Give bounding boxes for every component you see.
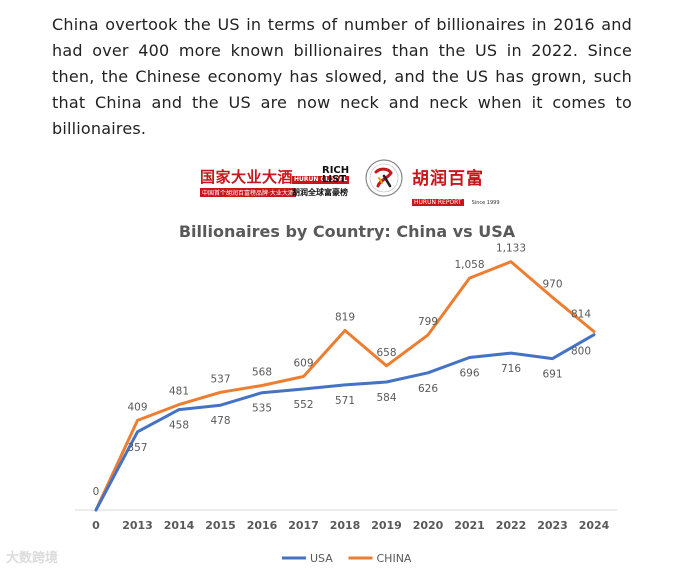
data-label-china-2021: 1,058 bbox=[454, 259, 484, 271]
hurun-report-logo: 胡润百富 HURUN REPORT Since 1999 bbox=[412, 164, 500, 208]
data-label-usa-2014: 458 bbox=[169, 420, 189, 432]
data-label-usa-2018: 571 bbox=[335, 395, 355, 407]
hurun-global-cn-text: 胡润全球富豪榜 bbox=[292, 188, 348, 197]
data-label-china-2014: 481 bbox=[169, 386, 189, 398]
hurun-global-badge: HURUN GLOBAL bbox=[292, 176, 350, 184]
rich-list-text: RICH LIST bbox=[322, 165, 350, 185]
data-label-china-2022: 1,133 bbox=[496, 243, 526, 255]
data-label-china-2020: 799 bbox=[418, 316, 438, 328]
legend-label-china: CHINA bbox=[377, 552, 412, 565]
hurun-report-cn-text: 胡润百富 bbox=[412, 169, 484, 189]
x-tick-2013: 2013 bbox=[122, 519, 153, 532]
data-labels: 357 458 478 535 552 571 584 626 696 716 691 800 0 409… bbox=[93, 243, 592, 498]
x-tick-2020: 2020 bbox=[413, 519, 444, 532]
data-label-usa-2020: 626 bbox=[418, 383, 438, 395]
hurun-seal-logo bbox=[364, 158, 404, 202]
data-label-china-2016: 568 bbox=[252, 367, 272, 379]
data-label-usa-2016: 535 bbox=[252, 403, 272, 415]
data-label-usa-2019: 584 bbox=[376, 392, 396, 404]
hurun-report-badge: HURUN REPORT bbox=[412, 199, 464, 206]
chart-legend: USA CHINA bbox=[282, 552, 412, 565]
x-tick-2024: 2024 bbox=[579, 519, 610, 532]
x-tick-2023: 2023 bbox=[537, 519, 568, 532]
data-label-china-2017: 609 bbox=[293, 358, 313, 370]
data-label-usa-2017: 552 bbox=[293, 399, 313, 411]
sponsor-logos: 国家大业大酒 中国首个胡润百富榜品牌·大业大酒 HURUN GLOBAL RIC… bbox=[200, 158, 500, 206]
series-line-china bbox=[94, 260, 596, 512]
chart-title: Billionaires by Country: China vs USA bbox=[179, 222, 516, 241]
data-label-china-2018: 819 bbox=[335, 312, 355, 324]
data-label-usa-2021: 696 bbox=[459, 367, 479, 379]
data-label-china-2019: 658 bbox=[376, 347, 396, 359]
data-label-usa-2024: 800 bbox=[571, 346, 591, 358]
data-label-usa-2023: 691 bbox=[542, 369, 562, 381]
data-label-china-origin: 0 bbox=[93, 486, 100, 498]
data-label-usa-2022: 716 bbox=[501, 363, 521, 375]
legend-label-usa: USA bbox=[310, 552, 333, 565]
x-tick-2015: 2015 bbox=[205, 519, 236, 532]
hurun-global-rich-list-logo: HURUN GLOBAL RICH LIST 胡润全球富豪榜 bbox=[292, 166, 350, 198]
x-tick-0: 0 bbox=[92, 519, 100, 532]
hurun-report-since: Since 1999 bbox=[471, 200, 500, 206]
data-label-china-2013: 409 bbox=[127, 401, 147, 413]
x-tick-2014: 2014 bbox=[164, 519, 195, 532]
data-label-usa-2015: 478 bbox=[210, 415, 230, 427]
x-tick-2017: 2017 bbox=[288, 519, 319, 532]
watermark: 大数跨境 bbox=[6, 551, 59, 566]
data-label-china-2023: 970 bbox=[542, 278, 562, 290]
x-tick-labels: 0 2013 2014 2015 2016 2017 2018 2019 2020 2021 202… bbox=[92, 519, 609, 532]
dayedajiu-logo-text: 国家大业大酒 bbox=[200, 168, 294, 186]
x-tick-2018: 2018 bbox=[330, 519, 361, 532]
x-tick-2022: 2022 bbox=[496, 519, 527, 532]
x-tick-2019: 2019 bbox=[371, 519, 402, 532]
dayedajiu-logo-subtext: 中国首个胡润百富榜品牌·大业大酒 bbox=[200, 188, 296, 197]
x-tick-2021: 2021 bbox=[454, 519, 485, 532]
series-line-usa bbox=[94, 333, 596, 512]
series-lines bbox=[94, 260, 596, 512]
dayedajiu-logo: 国家大业大酒 中国首个胡润百富榜品牌·大业大酒 bbox=[200, 166, 296, 197]
data-label-china-2024: 814 bbox=[571, 309, 591, 321]
x-tick-2016: 2016 bbox=[247, 519, 278, 532]
intro-paragraph: China overtook the US in terms of number… bbox=[52, 15, 632, 138]
data-label-usa-2013: 357 bbox=[127, 442, 147, 454]
data-label-china-2015: 537 bbox=[210, 373, 230, 385]
